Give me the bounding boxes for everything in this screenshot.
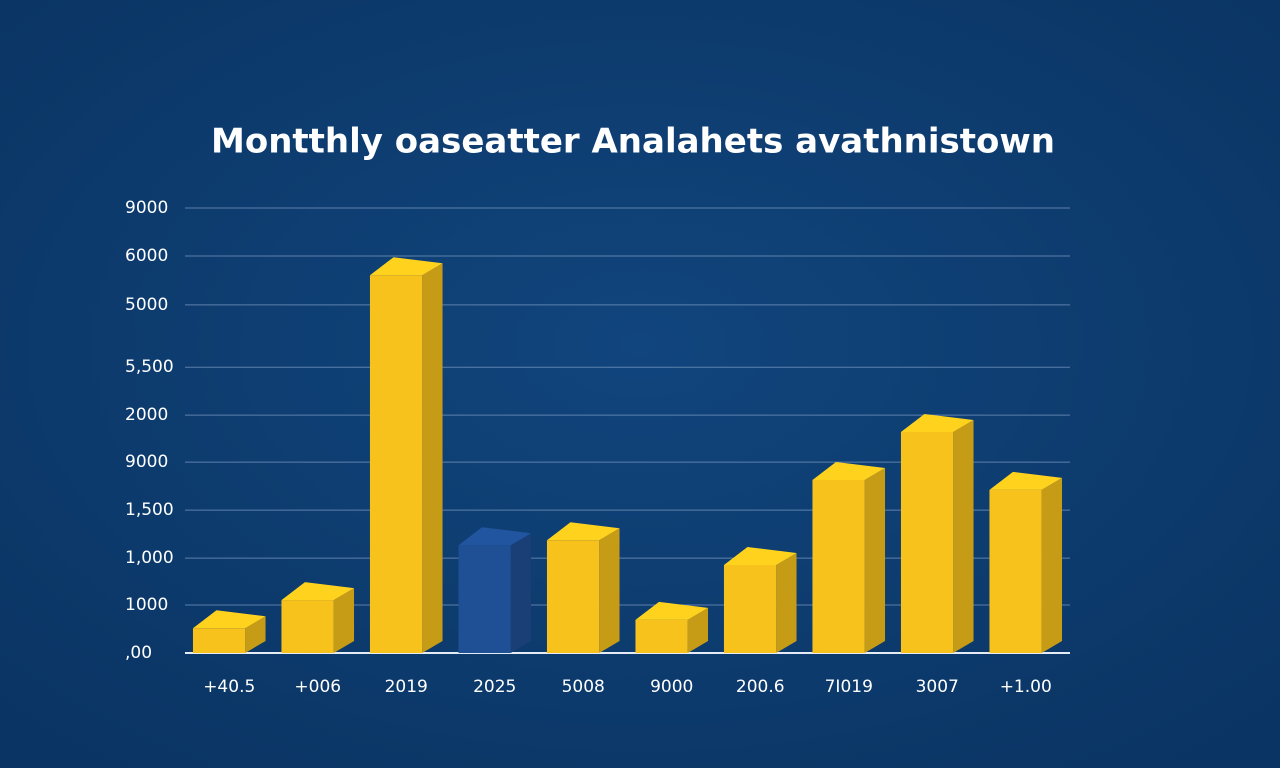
y-tick-label: 1,500: [125, 500, 174, 520]
y-tick-label: 1000: [125, 595, 168, 615]
bar: [900, 431, 954, 653]
bar: [458, 545, 511, 653]
y-tick-label: ,00: [125, 643, 152, 663]
x-tick-label: +40.5: [203, 677, 255, 697]
bar-side: [776, 552, 797, 653]
bar-side: [864, 467, 886, 653]
bar: [192, 628, 246, 653]
y-tick-label: 5000: [125, 295, 168, 315]
x-tick-label: 200.6: [736, 677, 785, 697]
x-tick-label: 7I019: [825, 677, 873, 697]
y-tick-label: 1,000: [125, 548, 174, 568]
bar-side: [953, 419, 974, 653]
bar: [635, 619, 688, 653]
bar-side: [422, 263, 443, 653]
bar: [546, 540, 600, 653]
bar-top: [281, 582, 355, 601]
y-tick-label: 6000: [125, 246, 168, 266]
bar: [281, 600, 334, 653]
y-tick-label: 9000: [125, 198, 168, 218]
x-tick-label: 3007: [916, 677, 959, 697]
bar-side: [510, 533, 532, 653]
bar-top: [635, 601, 709, 620]
bar-top: [812, 461, 886, 480]
bar-side: [333, 588, 355, 653]
bar-top: [369, 257, 443, 276]
bar-top: [723, 546, 797, 565]
x-tick-label: +1.00: [1000, 677, 1052, 697]
bar: [812, 479, 865, 653]
bar: [989, 489, 1042, 653]
bar-top: [458, 527, 532, 546]
x-tick-label: 2025: [473, 677, 516, 697]
bar-side: [245, 616, 266, 653]
bar-top: [900, 413, 974, 432]
y-tick-label: 9000: [125, 452, 168, 472]
bar-side: [687, 607, 709, 653]
chart-title: Montthly oaseatter Analahets avathnistow…: [211, 122, 1055, 162]
x-tick-label: 2019: [385, 677, 428, 697]
y-tick-label: 5,500: [125, 357, 174, 377]
bar-side: [1041, 477, 1063, 653]
bar: [369, 275, 423, 653]
x-tick-label: 5008: [562, 677, 605, 697]
y-tick-label: 2000: [125, 405, 168, 425]
bar-top: [192, 610, 266, 629]
bar: [723, 564, 777, 653]
x-tick-label: 9000: [650, 677, 693, 697]
bar-top: [546, 522, 620, 541]
bar-side: [599, 528, 620, 653]
x-tick-label: +006: [294, 677, 341, 697]
bar-top: [989, 471, 1063, 490]
